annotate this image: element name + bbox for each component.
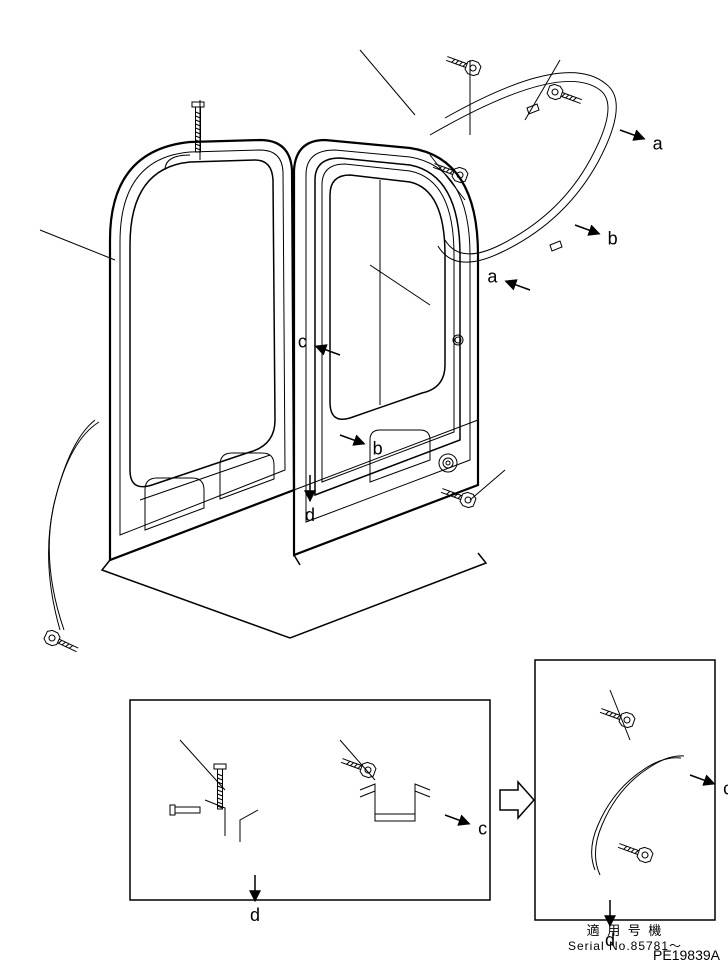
view-letter-b: b [608,229,618,249]
bracket-left [205,800,258,842]
fasteners [43,52,654,864]
view-letter-c: c [478,819,487,839]
view-letter-c: c [723,779,728,799]
diagram-canvas: abacbddccd PE19839A 適 用 号 機 Serial No.85… [0,0,728,971]
callout-leaders [40,50,630,790]
view-letter-a: a [487,266,498,286]
view-letter-d: d [250,905,260,925]
view-letter-d: d [305,505,315,525]
view-letter-b: b [373,439,383,459]
view-letter-c: c [298,331,307,351]
bracket-center [360,784,430,821]
transition-arrow [500,782,534,818]
left-rod [49,420,99,630]
view-letter-a: a [653,134,664,154]
cab-frame [102,140,486,638]
note-jp: 適 用 号 機 [587,923,664,938]
note-serial: Serial No.85781〜 [568,939,682,953]
